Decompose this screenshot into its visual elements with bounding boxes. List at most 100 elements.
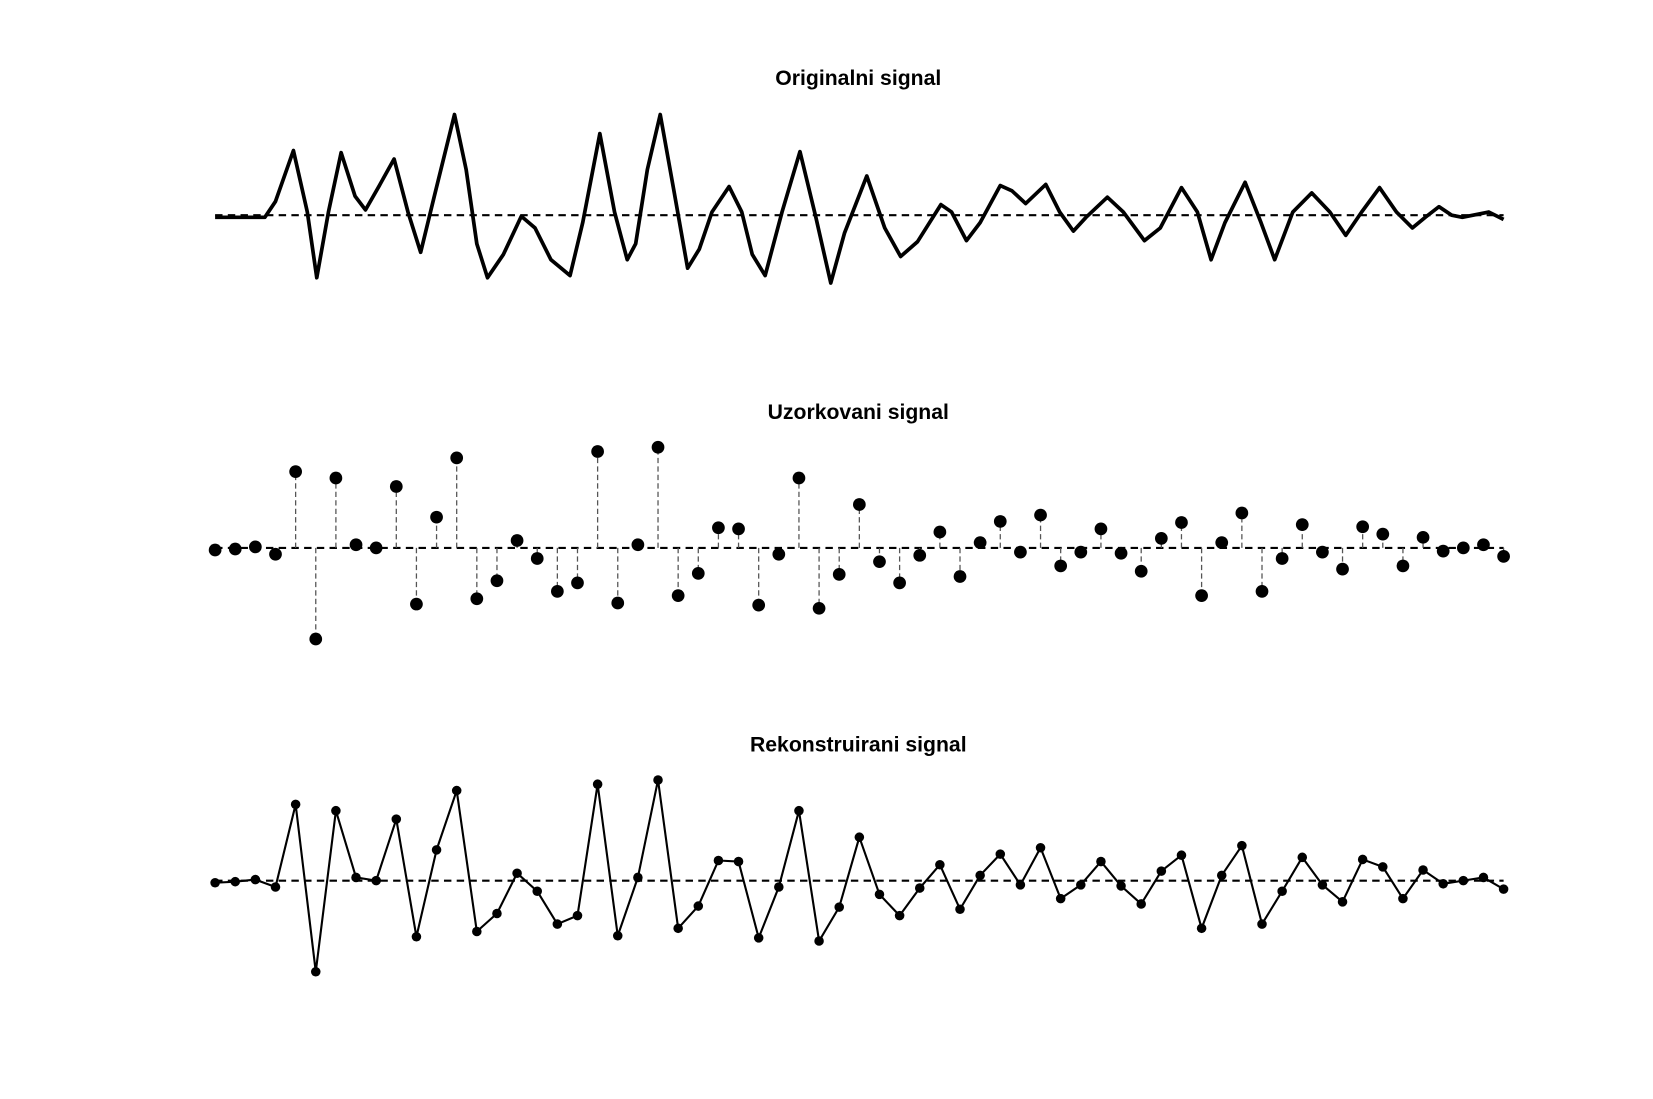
sample-point: [1215, 536, 1229, 549]
sample-point: [1014, 545, 1027, 559]
signal-line: [215, 778, 1505, 973]
sample-point: [450, 451, 464, 465]
sample-point: [1398, 893, 1408, 904]
sample-point: [552, 919, 563, 929]
sample-point: [1235, 506, 1249, 520]
sample-point: [1336, 562, 1349, 576]
sample-point: [1317, 880, 1328, 890]
sample-point: [430, 510, 443, 524]
sample-point: [1456, 541, 1470, 555]
sample-point: [1195, 589, 1208, 602]
sample-point: [955, 904, 965, 915]
sample-point: [1154, 532, 1168, 545]
sample-point: [673, 923, 683, 934]
sample-point: [331, 805, 341, 816]
sample-point: [1458, 875, 1469, 886]
sample-point: [1094, 522, 1108, 536]
sample-point: [249, 540, 262, 554]
sample-point: [691, 566, 705, 580]
sample-point: [592, 779, 603, 789]
sample-point: [1396, 559, 1410, 573]
sample-point: [1378, 862, 1388, 872]
sample-point: [1356, 520, 1370, 534]
sample-point: [530, 552, 544, 565]
sample-point: [852, 498, 866, 511]
sample-point: [492, 908, 502, 919]
sample-point: [933, 525, 947, 539]
sample-point: [1257, 919, 1267, 929]
sample-point: [228, 542, 242, 556]
sample-point: [431, 845, 442, 855]
sample-point: [1436, 544, 1450, 558]
sample-point: [1216, 870, 1227, 881]
sample-point: [571, 576, 584, 590]
sample-point: [1176, 850, 1187, 860]
signal-line: [215, 112, 1505, 285]
sample-point: [1478, 872, 1489, 883]
sample-point: [1076, 880, 1086, 890]
chart-title: Originalni signal: [775, 67, 941, 90]
sample-point: [1337, 897, 1348, 907]
sample-point: [1438, 879, 1448, 889]
sample-point: [572, 910, 583, 921]
sample-point: [329, 471, 343, 485]
sample-point: [250, 874, 261, 885]
sample-point: [1175, 516, 1188, 529]
sample-point: [510, 534, 524, 547]
sample-point: [391, 814, 402, 824]
sample-point: [1497, 550, 1510, 563]
sample-point: [612, 930, 623, 941]
sample-point: [1034, 508, 1047, 522]
sample-point: [894, 910, 905, 921]
sample-point: [290, 799, 301, 810]
sample-point: [732, 522, 745, 536]
sample-point: [653, 775, 663, 785]
sample-point: [269, 547, 282, 561]
sample-point: [1277, 886, 1287, 896]
sample-point: [1418, 865, 1428, 875]
sample-point: [512, 868, 522, 878]
sample-point: [1316, 545, 1329, 559]
sample-point: [1136, 899, 1146, 909]
sample-point: [1295, 518, 1309, 531]
sample-point: [1196, 923, 1207, 934]
sample-point: [1054, 559, 1068, 573]
sample-point: [812, 601, 826, 615]
sample-point: [733, 856, 744, 867]
sample-point: [470, 592, 484, 606]
sample-point: [1477, 538, 1490, 552]
sample-point: [693, 901, 704, 911]
sample-point: [651, 440, 665, 454]
sample-point: [289, 465, 302, 478]
sample-point: [230, 876, 241, 887]
sample-point: [973, 536, 987, 549]
sample-point: [671, 589, 685, 602]
sample-point: [753, 933, 764, 943]
sample-point: [794, 805, 804, 816]
sample-point: [975, 870, 985, 881]
sample-point: [792, 471, 806, 485]
sample-point: [490, 574, 504, 588]
sample-point: [1055, 893, 1066, 904]
sample-point: [1376, 527, 1390, 541]
sample-point: [752, 598, 766, 612]
sample-point: [914, 883, 925, 893]
sample-point: [1114, 546, 1128, 560]
sample-point: [1134, 564, 1148, 578]
sample-point: [411, 932, 422, 942]
sample-point: [1096, 856, 1106, 867]
sample-point: [1015, 880, 1026, 890]
chart-title: Rekonstruirani signal: [750, 734, 967, 757]
sample-point: [832, 568, 846, 581]
sample-point: [310, 966, 321, 977]
sample-point: [873, 555, 886, 569]
sample-point: [893, 576, 906, 590]
sample-point: [472, 926, 482, 937]
sample-point: [1255, 584, 1269, 598]
sample-point: [774, 882, 784, 892]
sample-point: [369, 541, 383, 555]
sample-point: [772, 547, 786, 561]
sample-point: [1237, 840, 1247, 851]
sample-point: [349, 538, 363, 552]
